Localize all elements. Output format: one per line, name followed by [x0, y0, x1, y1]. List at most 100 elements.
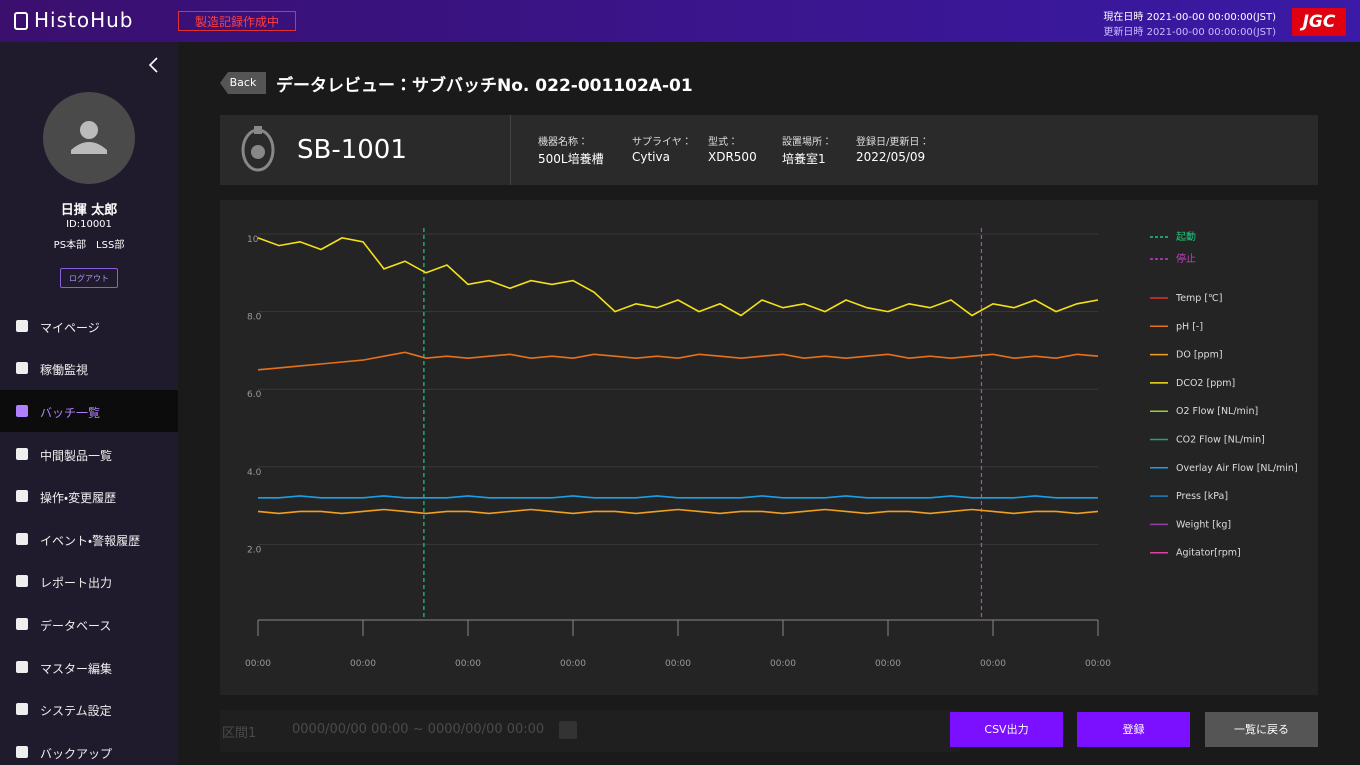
chart-panel: 2.0 4.0 6.0 8.0 10 00:00 00:00 00:00 00:00 00:00 0… [220, 200, 1318, 695]
avatar [43, 92, 135, 184]
menu-item[interactable]: マスター編集 [0, 646, 178, 688]
action-button[interactable]: 登録 [1077, 712, 1190, 747]
menu-icon [16, 405, 28, 417]
collapse-button[interactable] [146, 56, 160, 74]
updated-time: 更新日時 2021-00-00 00:00:00(JST) [1103, 27, 1276, 38]
legend-label: CO2 Flow [NL/min] [1176, 435, 1265, 446]
menu-label: 操作・変更履歴 [40, 491, 117, 506]
menu-icon [16, 490, 28, 503]
menu-item[interactable]: マイページ [0, 305, 178, 347]
legend-label: Agitator[rpm] [1176, 548, 1241, 559]
menu-icon [16, 745, 28, 758]
logo: HistoHub [34, 8, 134, 32]
delete-button[interactable] [559, 721, 577, 739]
menu-label: レポート出力 [40, 576, 113, 591]
x-tick-label: 00:00 [350, 659, 376, 669]
legend-label: DO [ppm] [1176, 350, 1223, 361]
menu-label: 稼働監視 [40, 363, 89, 378]
brand-logo: JGC [1292, 8, 1346, 36]
y-tick-label: 2.0 [247, 545, 262, 555]
menu-icon [16, 618, 28, 630]
menu-label: マイページ [40, 320, 100, 335]
device-card [220, 115, 1318, 185]
menu-icon [16, 660, 28, 673]
x-tick-label: 00:00 [455, 659, 481, 669]
menu-icon [16, 362, 28, 375]
menu-item[interactable]: 稼働監視 [0, 347, 178, 389]
legend-label: 起動 [1176, 230, 1196, 243]
menu-item[interactable]: バックアップ [0, 731, 178, 765]
page-title: データレビュー：サブバッチNo. 022-001102A-01 [276, 76, 693, 96]
menu-label: バックアップ [40, 746, 113, 761]
legend-label: Press [kPa] [1176, 491, 1228, 502]
menu-item[interactable]: 中間製品一覧 [0, 433, 178, 475]
legend-label: Temp [℃] [1175, 293, 1222, 304]
menu-label: イベント・警報履歴 [40, 533, 141, 548]
logo-icon [14, 12, 28, 30]
range-bar [220, 710, 960, 752]
current-time: 現在日時 2021-00-00 00:00:00(JST) [1103, 12, 1276, 23]
menu-item[interactable]: 操作・変更履歴 [0, 475, 178, 517]
divider [510, 115, 511, 185]
menu-label: バッチ一覧 [40, 406, 101, 420]
x-tick-label: 00:00 [980, 659, 1006, 669]
menu-label: マスター編集 [40, 661, 113, 676]
x-tick-label: 00:00 [560, 659, 586, 669]
y-tick-label: 10 [247, 235, 259, 245]
field-value: 2022/05/09 [856, 150, 926, 164]
chart: 2.0 4.0 6.0 8.0 10 00:00 00:00 00:00 00:00 00:00 0… [245, 228, 1298, 669]
field-label: 型式： [708, 137, 738, 148]
menu-item[interactable]: レポート出力 [0, 560, 178, 602]
field-value: 培養室1 [782, 152, 826, 166]
user-dept: PS本部 LSS部 [53, 240, 125, 251]
y-tick-label: 8.0 [247, 313, 262, 323]
y-tick-label: 4.0 [247, 468, 262, 478]
menu-icon [16, 703, 28, 716]
field-label: 登録日/更新日： [856, 137, 930, 148]
legend-label: DCO2 [ppm] [1176, 378, 1235, 389]
field-value: XDR500 [708, 150, 757, 164]
menu-item[interactable]: データベース [0, 603, 178, 645]
legend-label: 停止 [1176, 252, 1196, 265]
field-label: 設置場所： [782, 137, 832, 148]
device-icon [241, 126, 275, 172]
legend-label: pH [-] [1176, 321, 1203, 332]
series-line [258, 495, 1098, 499]
menu-icon [16, 575, 28, 588]
menu-label: システム設定 [40, 704, 112, 719]
back-button[interactable]: Back [220, 72, 266, 94]
series-line [257, 237, 1099, 317]
x-tick-label: 00:00 [770, 659, 796, 669]
y-tick-label: 6.0 [247, 390, 262, 400]
legend-label: Overlay Air Flow [NL/min] [1176, 463, 1298, 474]
range-value: 0000/00/00 00:00 ~ 0000/00/00 00:00 [292, 722, 545, 737]
avatar-icon [71, 121, 107, 154]
menu-icon [16, 532, 28, 545]
top-bar: HistoHub 製造記録作成中 現在日時 2021-00-00 00:00:0… [0, 0, 1360, 42]
x-tick-label: 00:00 [245, 659, 271, 669]
menu-label: 中間製品一覧 [40, 448, 113, 463]
series-line [257, 351, 1099, 371]
action-button[interactable]: CSV出力 [950, 712, 1063, 747]
x-tick-label: 00:00 [665, 659, 691, 669]
user-id: ID:10001 [66, 219, 112, 230]
menu-item[interactable]: イベント・警報履歴 [0, 518, 178, 560]
series-line [257, 508, 1099, 515]
menu-icon [16, 447, 28, 460]
field-label: 機器名称： [538, 137, 588, 148]
menu-item[interactable]: システム設定 [0, 688, 178, 730]
field-value: 500L培養槽 [538, 152, 604, 166]
menu-item[interactable]: バッチ一覧 [0, 390, 178, 432]
x-tick-label: 00:00 [1085, 659, 1111, 669]
field-label: サプライヤ： [632, 137, 692, 148]
legend-label: O2 Flow [NL/min] [1176, 406, 1258, 417]
legend-label: Weight [kg] [1176, 519, 1231, 530]
logout-button[interactable]: ログアウト [60, 268, 118, 288]
x-tick-label: 00:00 [875, 659, 901, 669]
menu-icon [16, 319, 28, 332]
action-button[interactable]: 一覧に戻る [1205, 712, 1318, 747]
menu-label: データベース [40, 619, 112, 633]
field-value: Cytiva [632, 150, 670, 164]
device-name: SB-1001 [297, 135, 407, 165]
